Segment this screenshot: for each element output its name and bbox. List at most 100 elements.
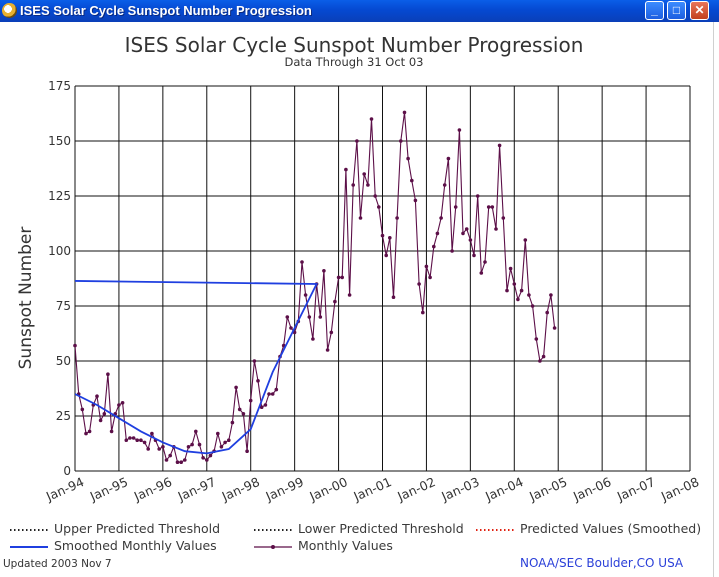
monthly-point — [373, 194, 378, 198]
x-tick-label: Jan-94 — [43, 474, 86, 504]
monthly-point — [453, 205, 458, 209]
monthly-point — [388, 236, 392, 240]
minimize-button[interactable]: _ — [645, 1, 664, 20]
maximize-icon: □ — [672, 3, 681, 17]
monthly-point — [461, 231, 465, 236]
x-tick-label: Jan-00 — [307, 474, 350, 504]
legend-predicted: Predicted Values (Smoothed) — [476, 521, 702, 536]
monthly-point — [479, 271, 484, 275]
monthly-point — [117, 403, 121, 407]
monthly-point — [362, 172, 367, 176]
monthly-point — [439, 216, 443, 220]
monthly-point — [219, 445, 224, 449]
x-tick-label: Jan-96 — [131, 474, 174, 504]
legend-row-1b: Lower Predicted Threshold — [254, 521, 464, 536]
monthly-point — [530, 304, 535, 308]
monthly-point — [475, 194, 480, 198]
monthly-point — [267, 392, 271, 396]
chart-title: ISES Solar Cycle Sunspot Number Progress… — [125, 33, 584, 57]
monthly-point — [355, 139, 359, 143]
monthly-point — [263, 403, 268, 407]
monthly-point — [168, 453, 172, 458]
monthly-point — [432, 244, 436, 249]
x-tick-label: Jan-05 — [526, 474, 569, 504]
monthly-point — [73, 343, 77, 348]
monthly-point — [347, 293, 352, 297]
legend-row-1: Upper Predicted Threshold — [10, 521, 220, 536]
monthly-point — [336, 275, 341, 280]
monthly-point — [190, 442, 194, 447]
legend-row-1c: Predicted Values (Smoothed) — [476, 521, 701, 536]
x-tick-label: Jan-99 — [263, 474, 306, 504]
legend-upper: Upper Predicted Threshold — [10, 521, 221, 536]
monthly-point — [164, 458, 169, 462]
x-tick-label: Jan-01 — [350, 474, 393, 504]
legend-row-2b: Monthly Values — [254, 538, 393, 553]
maximize-button[interactable]: □ — [667, 1, 686, 20]
monthly-point — [421, 310, 425, 315]
monthly-point — [124, 438, 129, 443]
monthly-point — [450, 249, 454, 253]
monthly-point — [377, 205, 381, 209]
monthly-point — [442, 183, 447, 187]
monthly-point — [318, 315, 323, 319]
window-titlebar[interactable]: ISES Solar Cycle Sunspot Number Progress… — [0, 0, 719, 22]
monthly-point — [322, 269, 326, 273]
close-button[interactable]: ✕ — [690, 1, 709, 20]
monthly-point — [333, 299, 337, 304]
monthly-point — [497, 143, 502, 148]
monthly-point — [340, 275, 345, 280]
monthly-point — [183, 458, 187, 462]
monthly-point — [179, 460, 183, 465]
monthly-point — [391, 295, 396, 300]
monthly-point — [534, 337, 539, 341]
monthly-point — [106, 372, 110, 377]
monthly-point — [237, 407, 242, 412]
y-tick-label: 50 — [56, 354, 71, 368]
monthly-point — [538, 359, 542, 363]
y-tick-label: 25 — [56, 409, 71, 423]
monthly-point — [446, 156, 451, 161]
monthly-point — [256, 379, 260, 383]
x-tick-label: Jan-08 — [658, 474, 701, 504]
monthly-point — [344, 167, 348, 172]
monthly-point — [311, 337, 315, 341]
monthly-point — [252, 359, 257, 363]
monthly-point — [490, 205, 495, 209]
monthly-point — [428, 275, 432, 280]
monthly-point — [120, 401, 125, 405]
monthly-point — [457, 128, 462, 132]
y-tick-label: 175 — [48, 79, 71, 93]
monthly-point — [102, 412, 107, 416]
x-tick-label: Jan-98 — [219, 474, 262, 504]
monthly-point — [512, 282, 517, 286]
close-icon: ✕ — [694, 3, 705, 17]
monthly-point — [501, 216, 506, 220]
monthly-point — [552, 326, 557, 330]
monthly-point — [161, 445, 165, 449]
y-axis-label: Sunspot Number — [16, 227, 36, 370]
y-tick-label: 0 — [63, 464, 71, 478]
monthly-point — [146, 447, 150, 451]
monthly-point — [142, 440, 147, 445]
monthly-point — [157, 447, 161, 451]
monthly-point — [358, 216, 363, 220]
monthly-point — [410, 178, 414, 183]
monthly-point — [241, 412, 246, 416]
monthly-point — [245, 449, 249, 454]
y-tick-label: 100 — [48, 244, 71, 258]
monthly-point — [395, 216, 399, 220]
sunspot-chart: ISES Solar Cycle Sunspot Number Progress… — [16, 33, 701, 504]
x-tick-label: Jan-07 — [614, 474, 657, 504]
window-right-edge — [713, 22, 719, 577]
monthly-point — [230, 420, 235, 425]
monthly-point — [406, 156, 410, 161]
y-tick-label: 125 — [48, 189, 71, 203]
minimize-icon: _ — [651, 3, 658, 17]
monthly-point — [329, 330, 334, 335]
monthly-point — [494, 227, 498, 231]
window-title: ISES Solar Cycle Sunspot Number Progress… — [20, 3, 312, 18]
monthly-point — [87, 429, 92, 434]
app-icon — [2, 3, 17, 18]
monthly-point — [80, 407, 85, 412]
